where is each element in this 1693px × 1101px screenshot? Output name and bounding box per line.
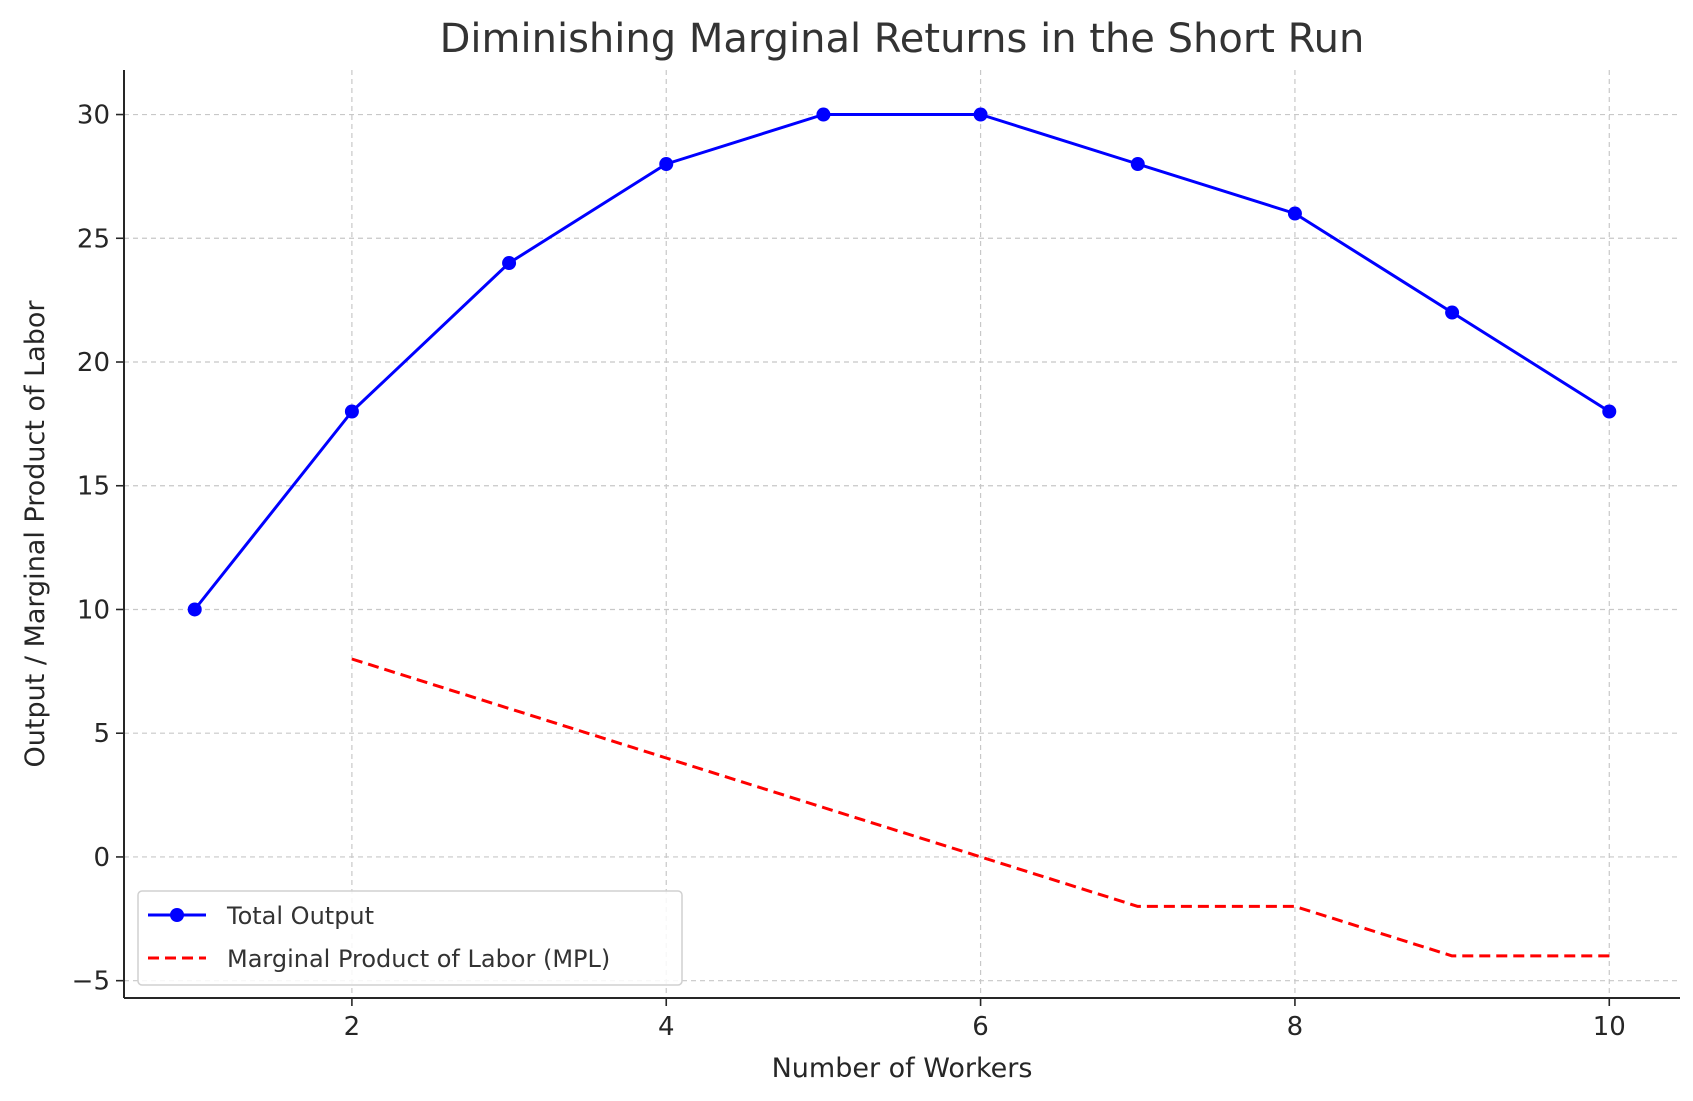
- legend-label-total-output: Total Output: [226, 902, 374, 930]
- legend-marker-total-output: [170, 908, 184, 922]
- legend-box: [137, 890, 683, 986]
- total-output-line: [193, 113, 1611, 611]
- total-output-point: [973, 107, 988, 122]
- mpl-line: [351, 657, 1610, 958]
- total-output-point: [187, 602, 202, 617]
- y-tick-label: 5: [93, 719, 110, 749]
- x-tick-label: 10: [1593, 1012, 1626, 1042]
- total-output-point: [344, 404, 359, 419]
- plot-area: [187, 107, 1617, 958]
- x-axis-label: Number of Workers: [772, 1053, 1033, 1084]
- x-tick-label: 8: [1287, 1012, 1304, 1042]
- y-axis-label: Output / Marginal Product of Labor: [20, 300, 51, 768]
- y-tick-label: 25: [77, 224, 110, 254]
- total-output-point: [1602, 404, 1617, 419]
- legend: Total Output Marginal Product of Labor (…: [137, 890, 683, 986]
- total-output-point: [1445, 305, 1460, 320]
- legend-label-mpl: Marginal Product of Labor (MPL): [227, 945, 610, 973]
- y-tick-label: −5: [72, 967, 110, 997]
- total-output-point: [1130, 157, 1145, 172]
- chart-title: Diminishing Marginal Returns in the Shor…: [440, 16, 1365, 62]
- axes: [123, 70, 1680, 999]
- total-output-point: [1287, 206, 1302, 221]
- x-tick-label: 2: [344, 1012, 361, 1042]
- x-tick-label: 4: [658, 1012, 675, 1042]
- y-tick-label: 0: [93, 843, 110, 873]
- grid-lines: [124, 70, 1680, 998]
- tick-labels: 2 4 6 8 10 −5 0 5 10 15 20 25 30: [72, 101, 1626, 1042]
- y-tick-label: 30: [77, 101, 110, 131]
- y-tick-label: 10: [77, 595, 110, 625]
- total-output-point: [659, 157, 674, 172]
- y-tick-label: 15: [77, 472, 110, 502]
- total-output-point: [816, 107, 831, 122]
- y-tick-label: 20: [77, 348, 110, 378]
- x-tick-label: 6: [972, 1012, 989, 1042]
- total-output-point: [502, 256, 517, 271]
